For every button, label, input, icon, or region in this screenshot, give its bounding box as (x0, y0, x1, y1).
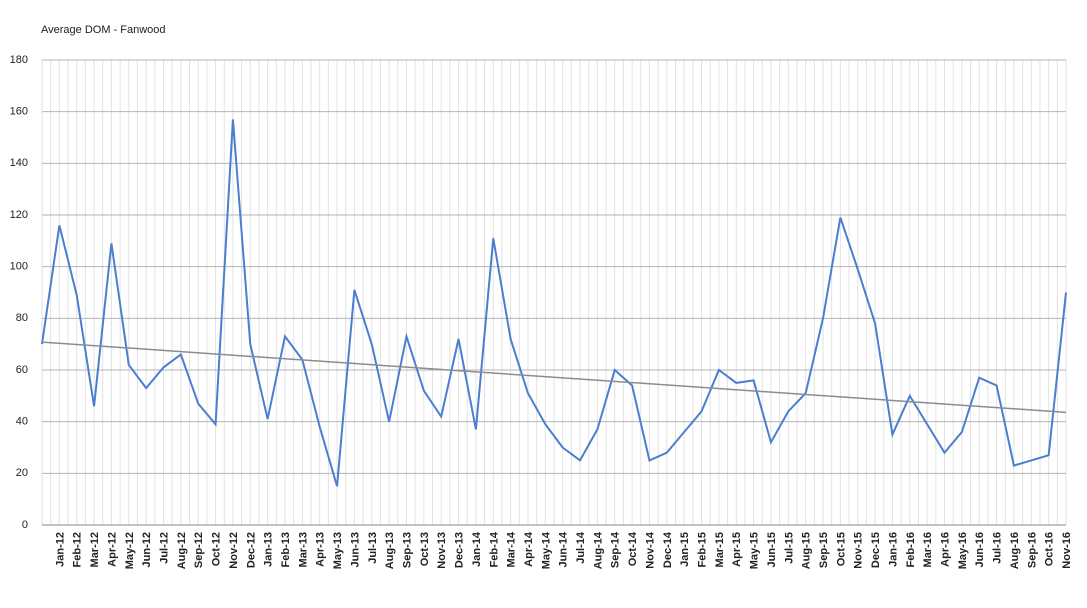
x-tick-label: Apr-16 (940, 532, 952, 567)
x-tick-label: Feb-13 (280, 532, 292, 567)
data-line (41, 119, 1067, 487)
x-tick-label: Dec-15 (870, 532, 882, 568)
x-tick-label: Jul-15 (783, 532, 795, 564)
y-tick-label: 180 (10, 54, 28, 66)
chart-title: Average DOM - Fanwood (41, 24, 166, 36)
x-tick-label: Feb-14 (488, 531, 500, 567)
x-tick-label: Jan-15 (679, 532, 691, 567)
x-tick-label: Mar-14 (506, 531, 518, 567)
x-tick-label: Jan-14 (471, 531, 483, 567)
x-tick-label: May-16 (957, 532, 969, 569)
x-tick-label: Dec-14 (662, 531, 674, 568)
x-tick-label: Mar-15 (714, 532, 726, 567)
x-tick-label: Oct-16 (1044, 532, 1056, 566)
x-tick-label: Jun-12 (141, 532, 153, 567)
trend-line (41, 341, 1067, 414)
x-tick-label: Apr-15 (731, 532, 743, 567)
x-tick-label: Feb-15 (697, 532, 709, 567)
y-tick-label: 140 (10, 157, 28, 169)
x-tick-label: Jun-16 (974, 532, 986, 567)
x-tick-label: Mar-16 (922, 532, 934, 567)
x-tick-label: Sep-14 (610, 531, 622, 568)
x-tick-label: Oct-13 (419, 532, 431, 566)
x-tick-label: Aug-12 (176, 532, 188, 569)
x-tick-label: May-12 (124, 532, 136, 569)
x-tick-label: Jun-15 (766, 532, 778, 567)
x-tick-label: Jan-16 (887, 532, 899, 567)
y-tick-label: 60 (16, 364, 28, 376)
x-tick-label: Feb-16 (905, 532, 917, 567)
y-tick-label: 0 (22, 519, 28, 531)
x-tick-label: Nov-12 (228, 532, 240, 569)
x-tick-label: Dec-12 (245, 532, 257, 568)
x-tick-label: Jun-14 (558, 531, 570, 567)
x-tick-label: Aug-14 (592, 531, 604, 569)
y-tick-label: 40 (16, 416, 28, 428)
x-tick-label: Jan-12 (54, 532, 66, 567)
x-tick-label: Oct-15 (835, 532, 847, 566)
x-tick-label: Oct-14 (627, 531, 639, 566)
y-tick-label: 100 (10, 261, 28, 273)
x-tick-label: Jul-16 (992, 532, 1004, 564)
x-tick-label: Dec-13 (454, 532, 466, 568)
x-tick-label: Jun-13 (349, 532, 361, 567)
y-tick-label: 160 (10, 106, 28, 118)
x-tick-label: Apr-13 (315, 532, 327, 567)
x-tick-label: Jan-13 (263, 532, 275, 567)
x-tick-label: Aug-15 (801, 532, 813, 569)
x-tick-label: Nov-15 (853, 532, 865, 569)
x-tick-label: Mar-13 (297, 532, 309, 567)
x-tick-label: Oct-12 (211, 532, 223, 566)
x-tick-label: Feb-12 (72, 532, 84, 567)
x-tick-label: Nov-14 (644, 531, 656, 569)
x-tick-label: May-14 (540, 531, 552, 569)
x-tick-label: Jul-12 (158, 532, 170, 564)
x-tick-label: Aug-13 (384, 532, 396, 569)
y-tick-label: 20 (16, 467, 28, 479)
x-tick-label: Aug-16 (1009, 532, 1021, 569)
x-tick-label: Sep-13 (401, 532, 413, 568)
x-tick-label: Nov-16 (1061, 532, 1073, 569)
x-tick-label: Mar-12 (89, 532, 101, 567)
x-tick-label: Nov-13 (436, 532, 448, 569)
x-tick-label: Sep-16 (1026, 532, 1038, 568)
x-tick-label: Apr-14 (523, 531, 535, 567)
x-tick-label: Jul-13 (367, 532, 379, 564)
x-tick-label: Sep-15 (818, 532, 830, 568)
y-tick-label: 120 (10, 209, 28, 221)
x-tick-label: Jul-14 (575, 531, 587, 564)
x-tick-label: Sep-12 (193, 532, 205, 568)
y-tick-label: 80 (16, 312, 28, 324)
x-tick-label: May-15 (749, 532, 761, 569)
x-tick-label: May-13 (332, 532, 344, 569)
x-tick-label: Apr-12 (106, 532, 118, 567)
